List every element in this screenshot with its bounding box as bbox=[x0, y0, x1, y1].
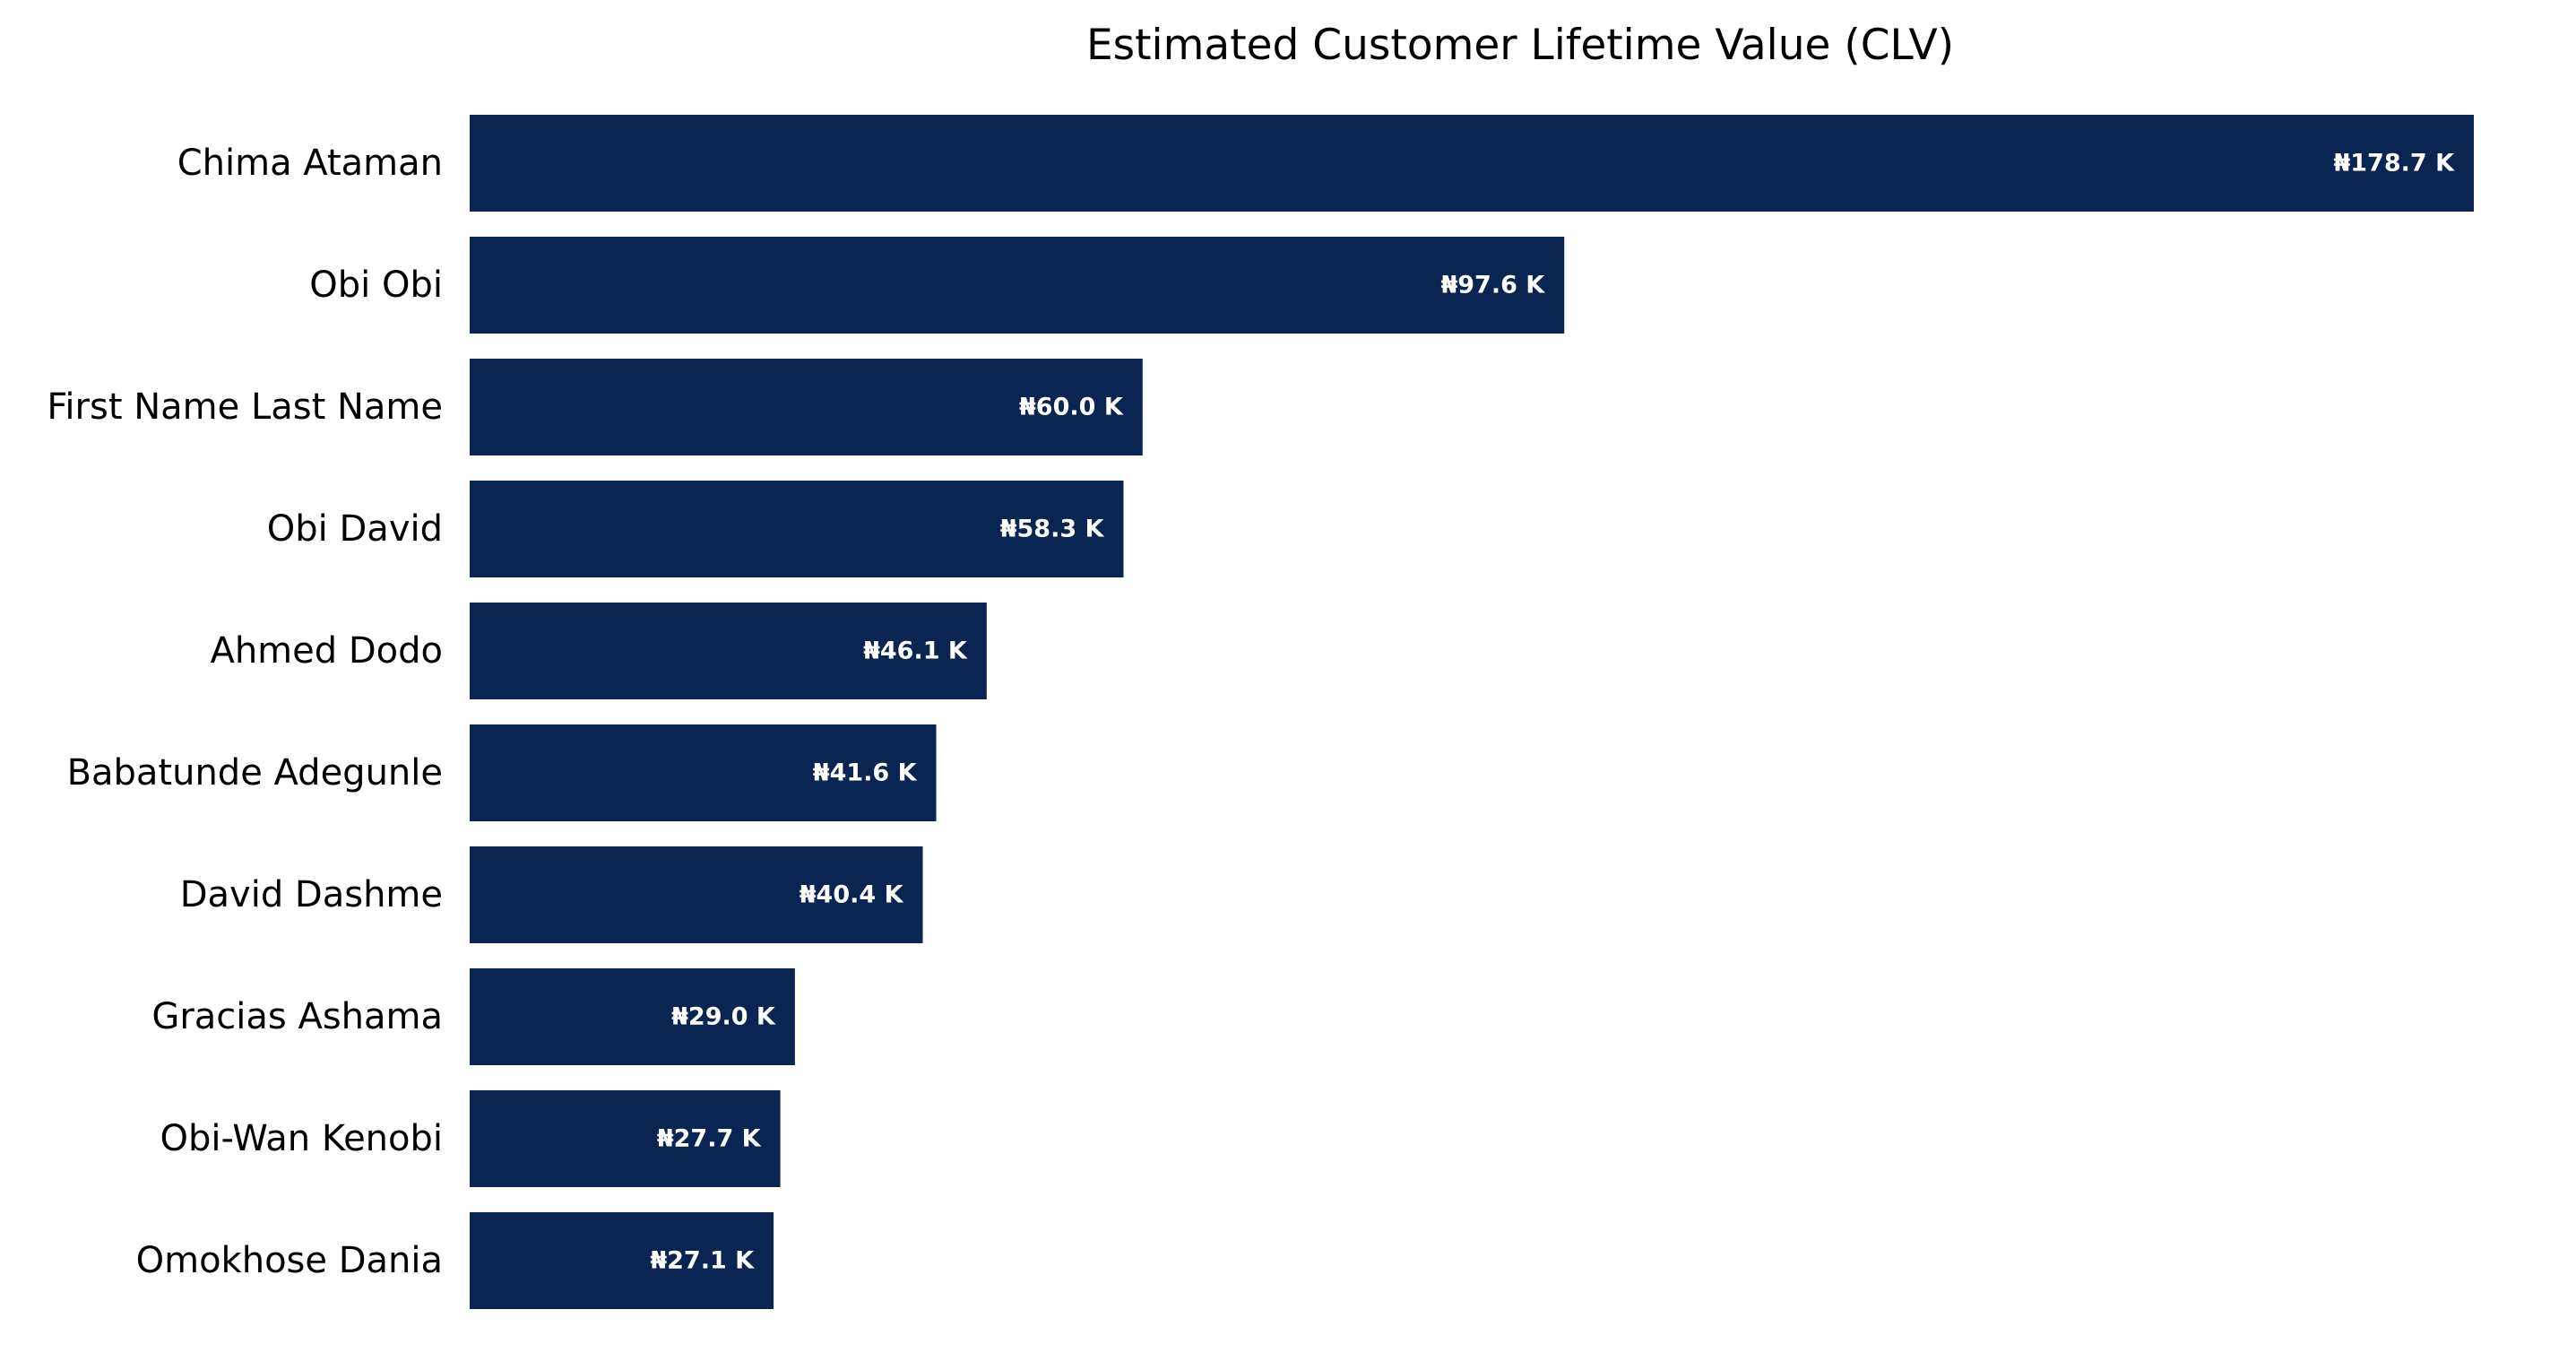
bar-0 bbox=[470, 115, 2474, 212]
value-label-8: ₦27.7 K bbox=[657, 1125, 762, 1153]
value-label-4: ₦46.1 K bbox=[863, 637, 968, 665]
value-label-6: ₦40.4 K bbox=[800, 881, 904, 909]
value-label-1: ₦97.6 K bbox=[1440, 272, 1545, 299]
bar-1 bbox=[470, 237, 1564, 334]
value-label-0: ₦178.7 K bbox=[2333, 150, 2455, 178]
category-label-0: Chima Ataman bbox=[177, 143, 443, 184]
category-label-5: Babatunde Adegunle bbox=[67, 752, 443, 794]
value-label-9: ₦27.1 K bbox=[650, 1247, 755, 1275]
category-label-9: Omokhose Dania bbox=[136, 1240, 443, 1281]
category-label-4: Ahmed Dodo bbox=[210, 630, 443, 672]
chart-title: Estimated Customer Lifetime Value (CLV) bbox=[1086, 21, 1954, 70]
value-label-2: ₦60.0 K bbox=[1019, 394, 1124, 421]
value-label-5: ₦41.6 K bbox=[813, 759, 918, 787]
category-label-6: David Dashme bbox=[180, 874, 443, 915]
category-label-3: Obi David bbox=[267, 508, 443, 550]
category-labels: Chima Ataman Obi Obi First Name Last Name O… bbox=[47, 143, 443, 1281]
category-label-8: Obi-Wan Kenobi bbox=[160, 1118, 443, 1159]
category-label-2: First Name Last Name bbox=[47, 386, 443, 428]
value-label-3: ₦58.3 K bbox=[1000, 516, 1105, 543]
category-label-7: Gracias Ashama bbox=[151, 996, 443, 1037]
value-label-7: ₦29.0 K bbox=[671, 1003, 776, 1031]
category-label-1: Obi Obi bbox=[309, 265, 443, 306]
